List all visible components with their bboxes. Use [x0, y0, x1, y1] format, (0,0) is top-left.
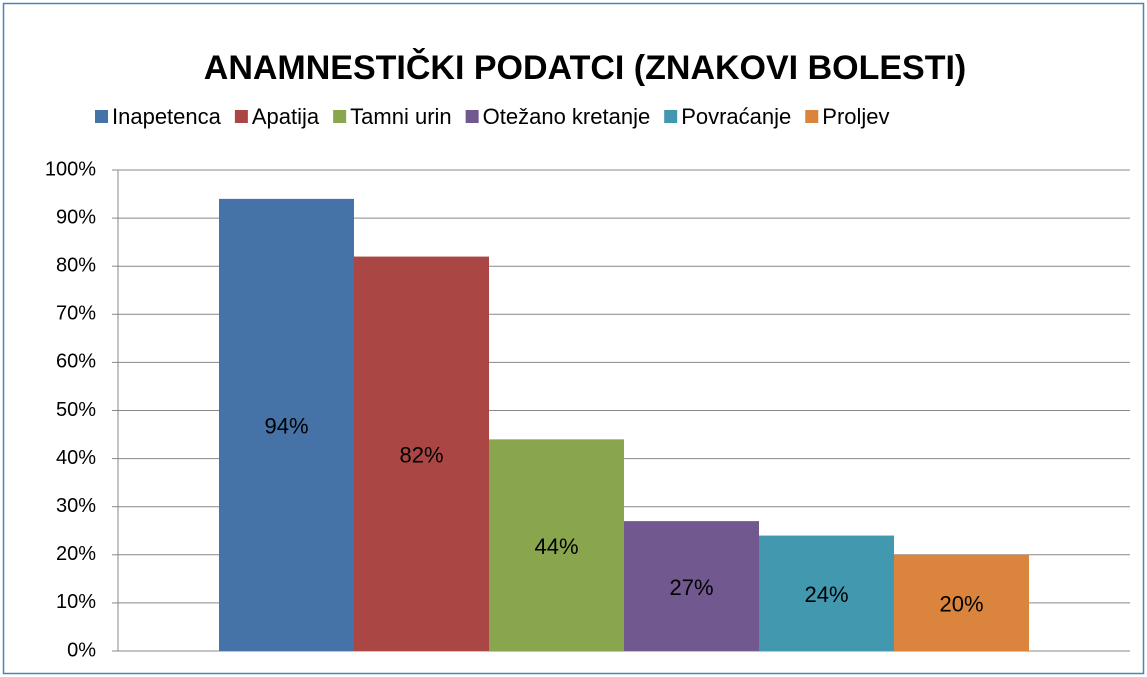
y-tick-label: 100%: [45, 158, 96, 180]
legend-swatch: [333, 110, 347, 123]
legend-swatch: [95, 110, 108, 123]
legend-swatch: [465, 110, 479, 123]
chart-title: ANAMNESTIČKI PODATCI (ZNAKOVI BOLESTI): [204, 48, 966, 87]
bar: [759, 535, 894, 651]
value-label: 44%: [534, 534, 578, 559]
legend-label: Povraćanje: [681, 104, 791, 129]
y-tick-label: 30%: [56, 495, 96, 517]
y-tick-label: 80%: [56, 254, 96, 276]
y-tick-label: 0%: [67, 639, 96, 661]
legend-label: Proljev: [822, 104, 889, 129]
legend-label: Apatija: [252, 104, 320, 129]
value-label: 20%: [939, 592, 983, 617]
value-label: 82%: [399, 443, 443, 468]
bar: [624, 521, 759, 651]
y-tick-label: 50%: [56, 399, 96, 421]
y-tick-label: 90%: [56, 206, 96, 228]
legend-swatch: [805, 110, 819, 123]
y-tick-label: 10%: [56, 591, 96, 613]
bar: [489, 439, 624, 651]
y-tick-label: 40%: [56, 447, 96, 469]
bar: [894, 554, 1029, 651]
y-tick-label: 60%: [56, 351, 96, 373]
legend-swatch: [234, 110, 248, 123]
legend-label: Otežano kretanje: [483, 104, 651, 129]
value-label: 94%: [264, 414, 308, 439]
legend-swatch: [664, 110, 678, 123]
y-tick-label: 70%: [56, 303, 96, 325]
y-tick-label: 20%: [56, 543, 96, 565]
bar: [354, 256, 489, 651]
legend-label: Inapetenca: [112, 104, 222, 129]
value-label: 24%: [804, 582, 848, 607]
value-label: 27%: [669, 575, 713, 600]
legend-label: Tamni urin: [350, 104, 451, 129]
bar: [219, 198, 354, 652]
